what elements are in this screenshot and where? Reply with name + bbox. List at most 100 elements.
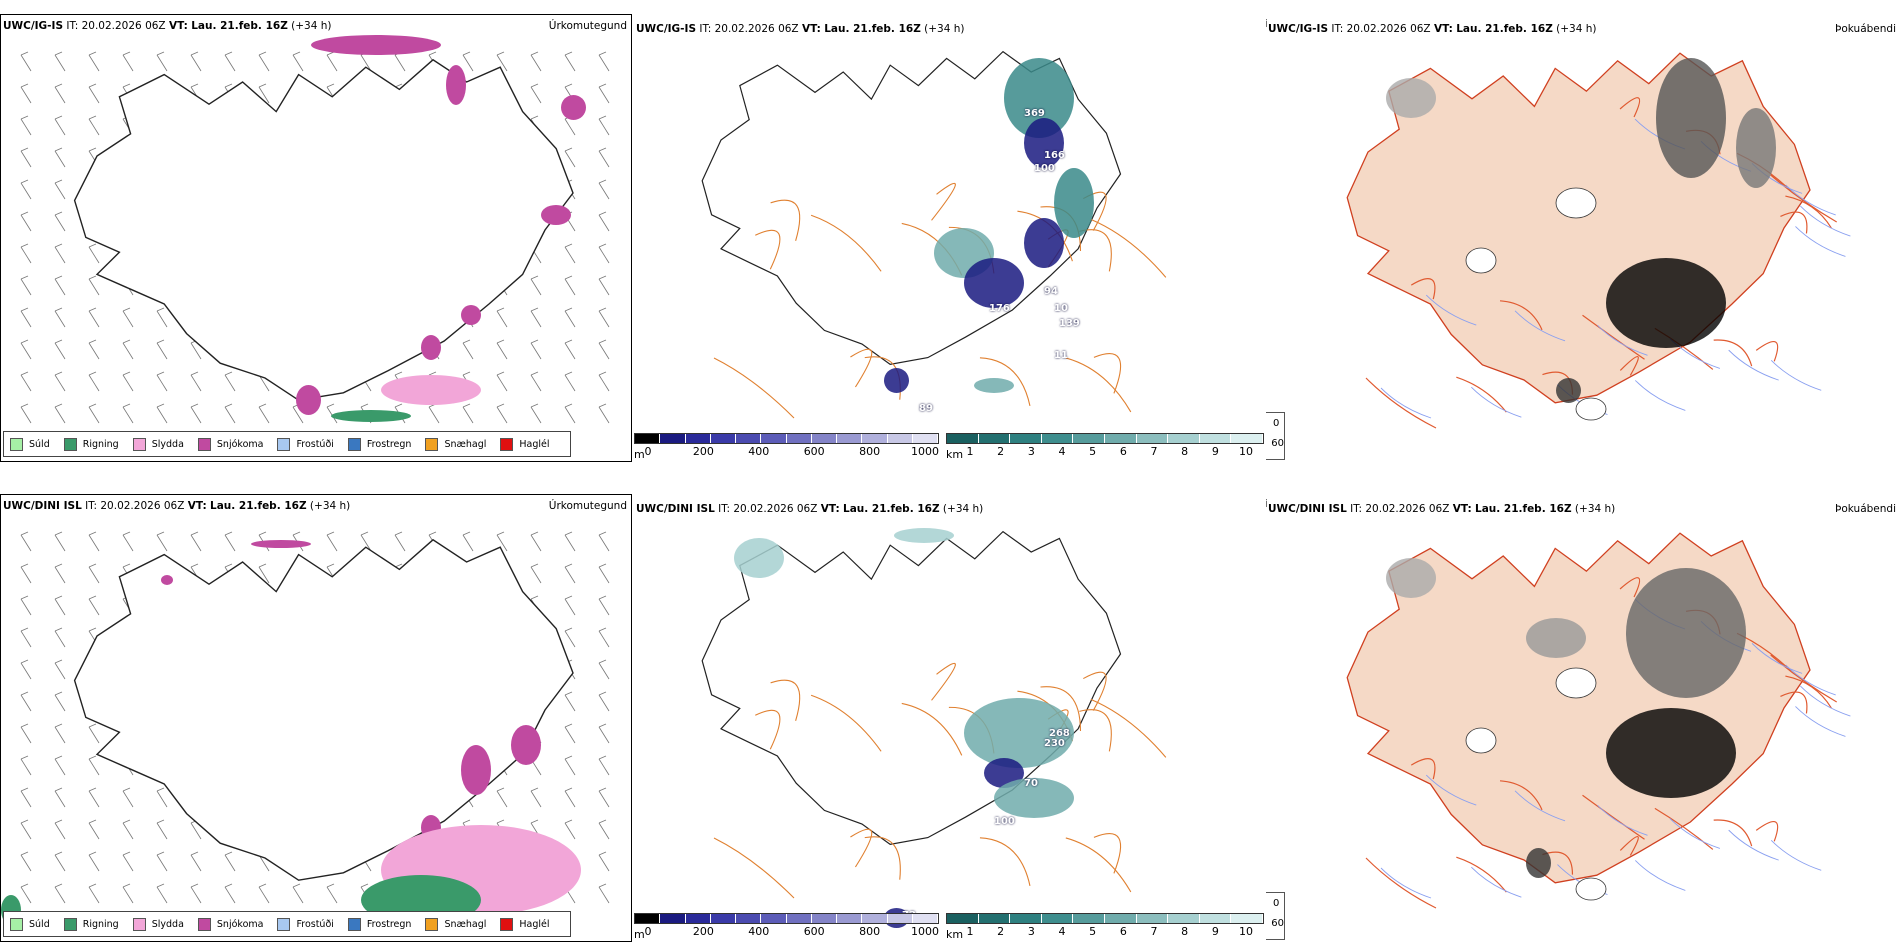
river-line bbox=[1728, 829, 1779, 861]
wind-barb bbox=[292, 883, 304, 904]
colorbar-tick: 6 bbox=[1119, 445, 1127, 458]
legend-item: Rigning bbox=[63, 917, 119, 931]
wind-barb bbox=[598, 531, 610, 552]
wind-barb bbox=[496, 307, 508, 328]
fog-legend-row: 0 bbox=[1266, 413, 1284, 433]
wind-barb bbox=[530, 787, 542, 808]
colorbar-step bbox=[811, 434, 837, 443]
legend-item: Haglél bbox=[500, 917, 550, 931]
colorbar-step bbox=[947, 914, 979, 923]
wind-barb bbox=[20, 595, 32, 616]
wind-barb bbox=[88, 563, 100, 584]
vt-value: Lau. 21.feb. 16Z bbox=[1456, 23, 1553, 35]
wind-barb bbox=[88, 787, 100, 808]
fog-area bbox=[1656, 58, 1726, 178]
road-line bbox=[1619, 97, 1641, 118]
wind-barb bbox=[54, 595, 66, 616]
fog-area bbox=[1526, 848, 1551, 878]
wind-barb bbox=[598, 51, 610, 72]
colorbar-tick: 2 bbox=[997, 445, 1005, 458]
road-line bbox=[1780, 211, 1808, 234]
wind-barb bbox=[20, 211, 32, 232]
visibility-unit: km bbox=[946, 928, 964, 941]
road-line bbox=[1785, 675, 1832, 709]
colorbar-tick: 7 bbox=[1150, 925, 1158, 938]
fog-area bbox=[1386, 558, 1436, 598]
fog-area bbox=[1736, 108, 1776, 188]
it-value: 20.02.2026 06Z bbox=[100, 500, 185, 512]
precip-type-panel: UWC/IG-IS IT: 20.02.2026 06Z VT: Lau. 21… bbox=[0, 14, 632, 462]
colorbar-step bbox=[660, 434, 686, 443]
road-line bbox=[1713, 819, 1753, 847]
legend-swatch bbox=[132, 437, 146, 451]
lead-time: (+34 h) bbox=[942, 503, 984, 515]
legend-label: Súld bbox=[29, 438, 50, 450]
colorbar-tick: 0 bbox=[644, 445, 652, 458]
wind-barb bbox=[496, 371, 508, 392]
legend-label: Haglél bbox=[519, 918, 550, 930]
road-line bbox=[1619, 356, 1639, 376]
wind-barb bbox=[156, 819, 168, 840]
panel-title-cloud: Skyggni bbox=[1266, 498, 1268, 510]
wind-barb bbox=[530, 371, 542, 392]
wind-barb bbox=[564, 275, 576, 296]
river-line bbox=[1514, 790, 1566, 822]
colorbar-step bbox=[1199, 914, 1232, 923]
road-line bbox=[1619, 577, 1641, 598]
wind-barb bbox=[564, 595, 576, 616]
colorbar-tick: 1000 bbox=[911, 925, 939, 938]
wind-barb bbox=[20, 83, 32, 104]
precip-type-legend: Súld Rigning Slydda Snjókoma Frostúði Frostre… bbox=[3, 431, 571, 457]
vt-label: VT: bbox=[187, 500, 207, 512]
river-line bbox=[1471, 866, 1522, 898]
colorbar-tick: 6 bbox=[1119, 925, 1127, 938]
wind-barb bbox=[54, 147, 66, 168]
glacier-outline bbox=[1575, 877, 1607, 901]
colorbar-step bbox=[912, 914, 938, 923]
colorbar-tick: 600 bbox=[803, 445, 825, 458]
vt-label: VT: bbox=[1433, 23, 1453, 35]
wind-barb bbox=[462, 51, 474, 72]
wind-barb bbox=[54, 339, 66, 360]
wind-barb bbox=[54, 179, 66, 200]
panel-header: UWC/DINI ISL IT: 20.02.2026 06Z VT: Lau.… bbox=[3, 500, 350, 512]
road-line bbox=[931, 663, 956, 701]
wind-barb bbox=[156, 787, 168, 808]
river-line bbox=[1795, 226, 1846, 257]
legend-swatch bbox=[197, 917, 211, 931]
wind-barb bbox=[598, 883, 610, 904]
wind-barb bbox=[156, 531, 168, 552]
wind-barb bbox=[598, 275, 610, 296]
model-name: UWC/DINI ISL bbox=[3, 500, 82, 512]
river-line bbox=[1635, 860, 1686, 891]
wind-barb bbox=[122, 819, 134, 840]
wind-barb bbox=[20, 627, 32, 648]
colorbar-step bbox=[635, 434, 661, 443]
river-line bbox=[1514, 310, 1566, 342]
road-line bbox=[979, 837, 1031, 886]
precip-area bbox=[161, 575, 173, 585]
wind-barb bbox=[88, 339, 100, 360]
wind-barb bbox=[564, 563, 576, 584]
precip-area bbox=[461, 745, 491, 795]
glacier-outline bbox=[1465, 727, 1497, 754]
wind-barb bbox=[598, 659, 610, 680]
road-line bbox=[931, 183, 956, 221]
colorbar-tick: 0 bbox=[644, 925, 652, 938]
road-line bbox=[1770, 654, 1837, 703]
wind-barb bbox=[88, 403, 100, 424]
model-name: UWC/IG-IS bbox=[636, 23, 697, 35]
colorbar-tick: 3 bbox=[1027, 925, 1035, 938]
road-line bbox=[1499, 780, 1543, 811]
precip-type-panel: UWC/DINI ISL IT: 20.02.2026 06Z VT: Lau.… bbox=[0, 494, 632, 942]
river-line bbox=[1770, 840, 1822, 871]
legend-swatch bbox=[132, 917, 146, 931]
colorbar-step bbox=[1073, 434, 1105, 443]
colorbar-step bbox=[862, 914, 888, 923]
vt-value: Lau. 21.feb. 16Z bbox=[1475, 503, 1572, 515]
wind-barb bbox=[20, 115, 32, 136]
colorbar-step bbox=[635, 914, 661, 923]
precip-area bbox=[541, 205, 571, 225]
wind-barb bbox=[20, 531, 32, 552]
wind-barb bbox=[88, 595, 100, 616]
